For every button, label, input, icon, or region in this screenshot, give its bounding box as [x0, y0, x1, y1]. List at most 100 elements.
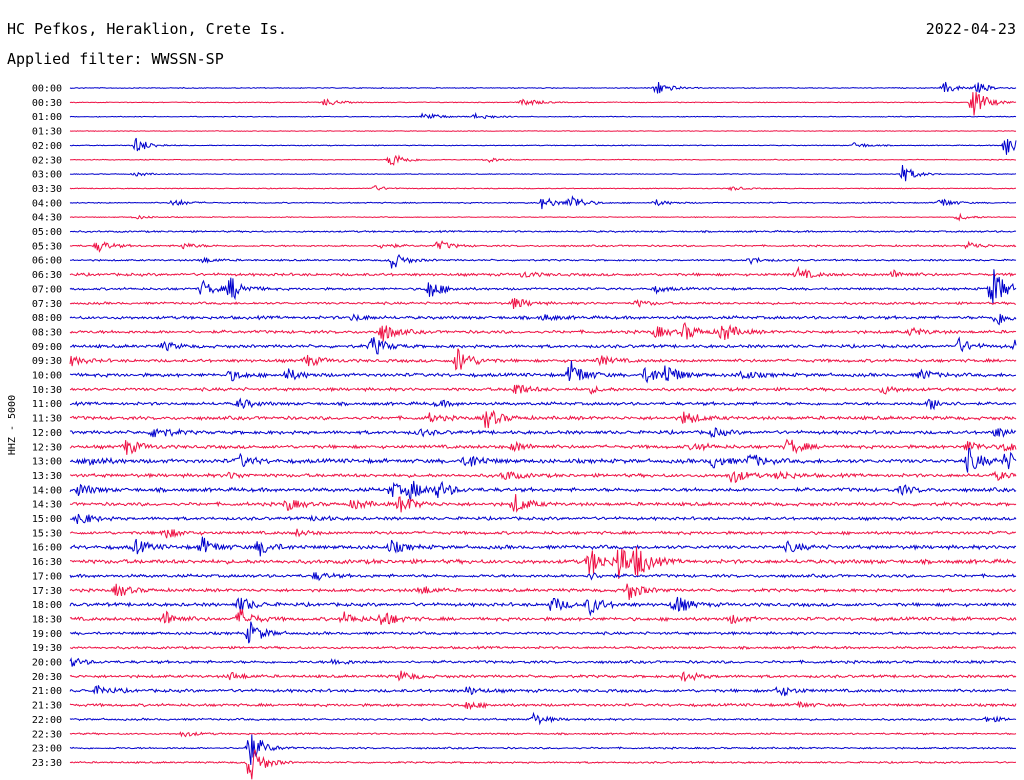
trace-line	[69, 384, 1017, 395]
time-tick-label: 20:00	[32, 658, 62, 669]
trace-line	[69, 313, 1017, 326]
trace-line	[69, 734, 1016, 765]
trace-line	[70, 253, 1017, 269]
trace-line	[69, 321, 1017, 342]
time-tick-label: 15:00	[32, 514, 62, 525]
time-tick-label: 06:00	[32, 256, 62, 267]
trace-group	[69, 81, 1017, 780]
time-tick-label: 22:30	[32, 729, 62, 740]
trace-line	[69, 154, 1016, 166]
time-tick-label: 14:30	[32, 500, 62, 511]
trace-line	[69, 621, 1017, 644]
trace-line	[69, 130, 1017, 132]
trace-line	[69, 494, 1017, 513]
trace-line	[69, 212, 1017, 222]
trace-line	[69, 240, 1017, 253]
trace-line	[69, 111, 1017, 120]
time-tick-label: 12:30	[32, 442, 62, 453]
time-tick-label: 01:00	[32, 112, 62, 123]
trace-line	[69, 438, 1017, 455]
trace-line	[69, 229, 1017, 234]
trace-line	[69, 749, 1017, 780]
trace-line	[69, 546, 1017, 579]
trace-line	[69, 572, 1017, 582]
station-title: HC Pefkos, Heraklion, Crete Is.	[7, 20, 287, 38]
trace-line	[69, 447, 1017, 473]
time-tick-label: 16:00	[32, 543, 62, 554]
time-tick-label: 07:30	[32, 299, 62, 310]
trace-line	[69, 596, 1017, 617]
trace-line	[69, 513, 1017, 525]
time-tick-label: 16:30	[32, 557, 62, 568]
trace-line	[69, 269, 1017, 304]
time-tick-label: 05:00	[32, 227, 62, 238]
trace-line	[69, 92, 1017, 116]
time-tick-label: 18:00	[32, 600, 62, 611]
time-tick-label: 22:00	[32, 715, 62, 726]
time-tick-label: 08:30	[32, 327, 62, 338]
trace-line	[69, 298, 1017, 310]
time-tick-label: 15:30	[32, 528, 62, 539]
trace-line	[69, 536, 1017, 557]
time-tick-label: 13:30	[32, 471, 62, 482]
time-tick-label: 06:30	[32, 270, 62, 281]
trace-line	[69, 645, 1017, 651]
time-tick-label: 19:00	[32, 629, 62, 640]
time-tick-label: 21:30	[32, 701, 62, 712]
trace-line	[69, 700, 1017, 711]
trace-line	[69, 265, 1017, 278]
y-axis-label: HHZ - 5000	[7, 395, 18, 455]
time-label-group: 00:00 00:30 01:00 01:30 02:00 02:30 03:00 03:30…	[32, 84, 62, 769]
trace-line	[69, 348, 1017, 371]
trace-line	[69, 711, 1017, 726]
trace-line	[69, 470, 1017, 484]
time-tick-label: 19:30	[32, 643, 62, 654]
trace-line	[69, 583, 1016, 601]
time-tick-label: 18:30	[32, 614, 62, 625]
time-tick-label: 12:00	[32, 428, 62, 439]
trace-line	[69, 360, 1017, 384]
time-tick-label: 02:30	[32, 155, 62, 166]
time-tick-label: 11:00	[32, 399, 62, 410]
trace-line	[69, 195, 1017, 210]
trace-line	[69, 657, 1017, 667]
time-tick-label: 21:00	[32, 686, 62, 697]
trace-line	[69, 81, 1017, 94]
time-tick-label: 10:00	[32, 371, 62, 382]
time-tick-label: 14:00	[32, 485, 62, 496]
trace-line	[69, 480, 1017, 502]
time-tick-label: 01:30	[32, 127, 62, 138]
time-tick-label: 00:00	[32, 84, 62, 95]
trace-line	[69, 336, 1017, 355]
time-tick-label: 17:00	[32, 571, 62, 582]
trace-line	[69, 609, 1017, 625]
time-tick-label: 00:30	[32, 98, 62, 109]
time-tick-label: 03:30	[32, 184, 62, 195]
time-tick-label: 11:30	[32, 414, 62, 425]
trace-line	[69, 164, 1017, 182]
trace-line	[69, 427, 1017, 439]
time-tick-label: 05:30	[32, 241, 62, 252]
time-tick-label: 20:30	[32, 672, 62, 683]
time-tick-label: 03:00	[32, 170, 62, 181]
time-tick-label: 07:00	[32, 284, 62, 295]
time-tick-label: 10:30	[32, 385, 62, 396]
time-tick-label: 04:00	[32, 198, 62, 209]
time-tick-label: 09:30	[32, 356, 62, 367]
trace-line	[69, 731, 1017, 738]
time-tick-label: 17:30	[32, 586, 62, 597]
trace-line	[69, 397, 1017, 411]
time-tick-label: 02:00	[32, 141, 62, 152]
date-title: 2022-04-23	[925, 20, 1016, 38]
trace-line	[69, 409, 1017, 429]
time-tick-label: 13:00	[32, 457, 62, 468]
filter-label: Applied filter: WWSSN-SP	[7, 50, 224, 68]
trace-line	[69, 685, 1017, 697]
trace-line	[69, 185, 1016, 192]
trace-line	[69, 137, 1017, 155]
time-tick-label: 23:30	[32, 758, 62, 769]
time-tick-label: 04:30	[32, 213, 62, 224]
trace-line	[69, 670, 1017, 682]
time-tick-label: 23:00	[32, 744, 62, 755]
